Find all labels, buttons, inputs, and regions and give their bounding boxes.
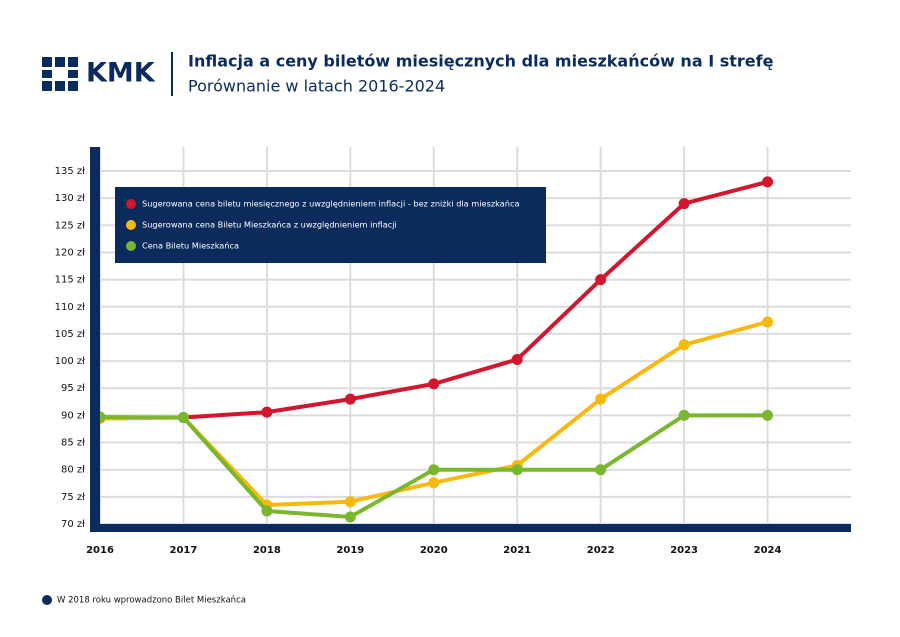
data-point [261, 406, 273, 418]
legend-label: Sugerowana cena biletu miesięcznego z uw… [142, 199, 519, 209]
x-tick-label: 2019 [336, 545, 364, 556]
series-line [183, 179, 769, 420]
note-bullet [42, 595, 52, 605]
data-point [177, 412, 189, 424]
data-point [762, 316, 774, 328]
y-tick-label: 95 zł [61, 383, 85, 394]
data-point [511, 353, 523, 365]
data-point [595, 274, 607, 286]
y-tick-label: 125 zł [55, 220, 86, 231]
y-tick-label: 110 zł [55, 302, 86, 313]
y-tick-label: 115 zł [55, 275, 86, 286]
x-tick-label: 2023 [670, 545, 698, 556]
y-tick-label: 75 zł [61, 492, 85, 503]
y-tick-label: 85 zł [61, 438, 85, 449]
data-point [428, 477, 440, 489]
data-point [344, 511, 356, 523]
x-tick-label: 2018 [253, 545, 281, 556]
data-point [762, 176, 774, 188]
x-tick-label: 2016 [86, 545, 114, 556]
logo-text: KMK [86, 58, 156, 89]
x-tick-label: 2024 [754, 545, 782, 556]
y-tick-label: 105 zł [55, 329, 86, 340]
logo-icon [42, 57, 78, 91]
y-tick-label: 100 zł [55, 356, 86, 367]
y-tick-label: 90 zł [61, 410, 85, 421]
data-point [678, 409, 690, 421]
y-tick-label: 70 zł [61, 519, 85, 530]
y-tick-label: 130 zł [55, 193, 86, 204]
data-point [678, 339, 690, 351]
legend-label: Sugerowana cena Biletu Mieszkańca z uwzg… [142, 220, 397, 230]
legend-marker [126, 199, 136, 209]
legend-marker [126, 220, 136, 230]
data-point [428, 464, 440, 476]
x-tick-label: 2017 [170, 545, 198, 556]
data-point [261, 505, 273, 517]
data-point [595, 464, 607, 476]
x-tick-label: 2022 [587, 545, 615, 556]
y-axis [90, 147, 100, 532]
y-tick-label: 135 zł [55, 166, 86, 177]
data-point [762, 409, 774, 421]
x-axis [90, 524, 851, 532]
data-point [344, 496, 356, 508]
data-point [678, 198, 690, 210]
x-tick-label: 2021 [503, 545, 531, 556]
data-point [511, 464, 523, 476]
chart-subtitle: Porównanie w latach 2016-2024 [188, 77, 445, 96]
data-point [428, 378, 440, 390]
legend-box [115, 187, 546, 263]
data-point [344, 393, 356, 405]
legend-marker [126, 241, 136, 251]
x-tick-label: 2020 [420, 545, 448, 556]
data-point [595, 393, 607, 405]
note: W 2018 roku wprowadzono Bilet Mieszkańca [57, 596, 246, 606]
legend-label: Cena Biletu Mieszkańca [142, 241, 239, 251]
y-tick-label: 120 zł [55, 247, 86, 258]
chart-title: Inflacja a ceny biletów miesięcznych dla… [188, 52, 774, 71]
y-tick-label: 80 zł [61, 465, 85, 476]
